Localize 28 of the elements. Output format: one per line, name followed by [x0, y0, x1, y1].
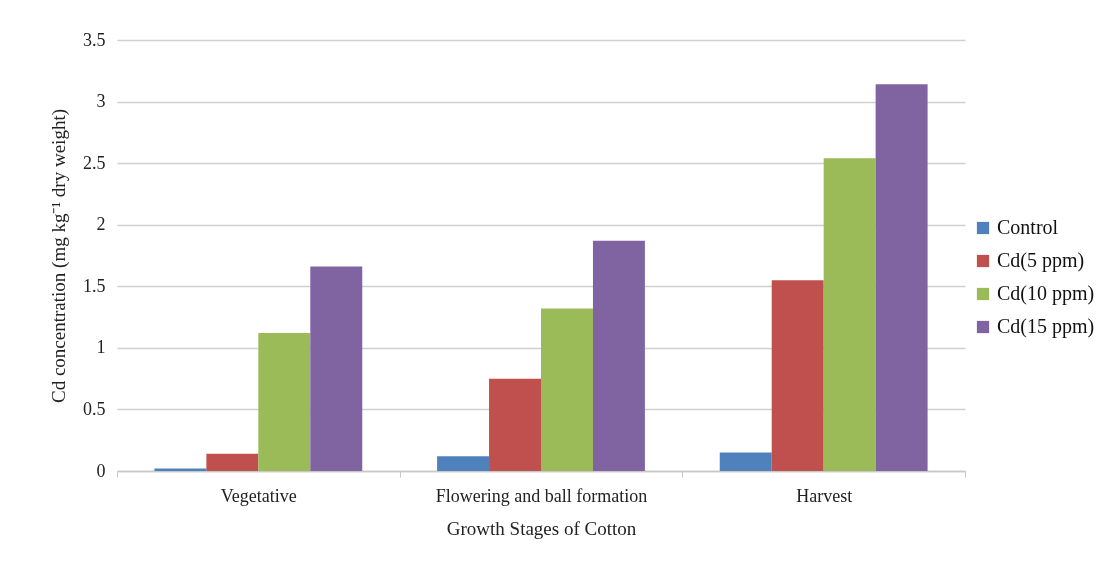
bar — [489, 378, 541, 471]
y-axis-title: Cd concentration (mg kg⁻¹ dry weight) — [48, 109, 70, 403]
legend-label: Cd(15 ppm) — [997, 315, 1095, 338]
legend-label: Cd(5 ppm) — [997, 249, 1085, 272]
x-tick-label: Vegetative — [220, 485, 297, 506]
y-tick-label: 3.5 — [83, 29, 106, 50]
y-tick-label: 1.5 — [83, 275, 106, 296]
legend-label: Control — [997, 216, 1059, 238]
legend-label: Cd(10 ppm) — [997, 282, 1095, 305]
bar — [310, 266, 363, 471]
x-tick-label: Flowering and ball formation — [435, 485, 648, 506]
y-tick-label: 2 — [96, 214, 106, 235]
y-tick-label: 3 — [96, 91, 106, 112]
bar — [823, 158, 876, 471]
y-tick-label: 1 — [96, 337, 106, 358]
bar — [771, 280, 824, 471]
bar — [592, 240, 645, 471]
bar — [206, 453, 259, 471]
bar — [719, 452, 772, 471]
bar — [437, 456, 490, 471]
bar — [258, 333, 311, 471]
y-tick-label: 2.5 — [83, 152, 106, 173]
x-axis-title: Growth Stages of Cotton — [446, 517, 637, 539]
y-tick-label: 0.5 — [83, 398, 106, 419]
y-tick-label: 0 — [96, 460, 106, 481]
x-tick-label: Harvest — [796, 485, 853, 506]
bar — [541, 308, 593, 471]
bar — [875, 84, 928, 471]
